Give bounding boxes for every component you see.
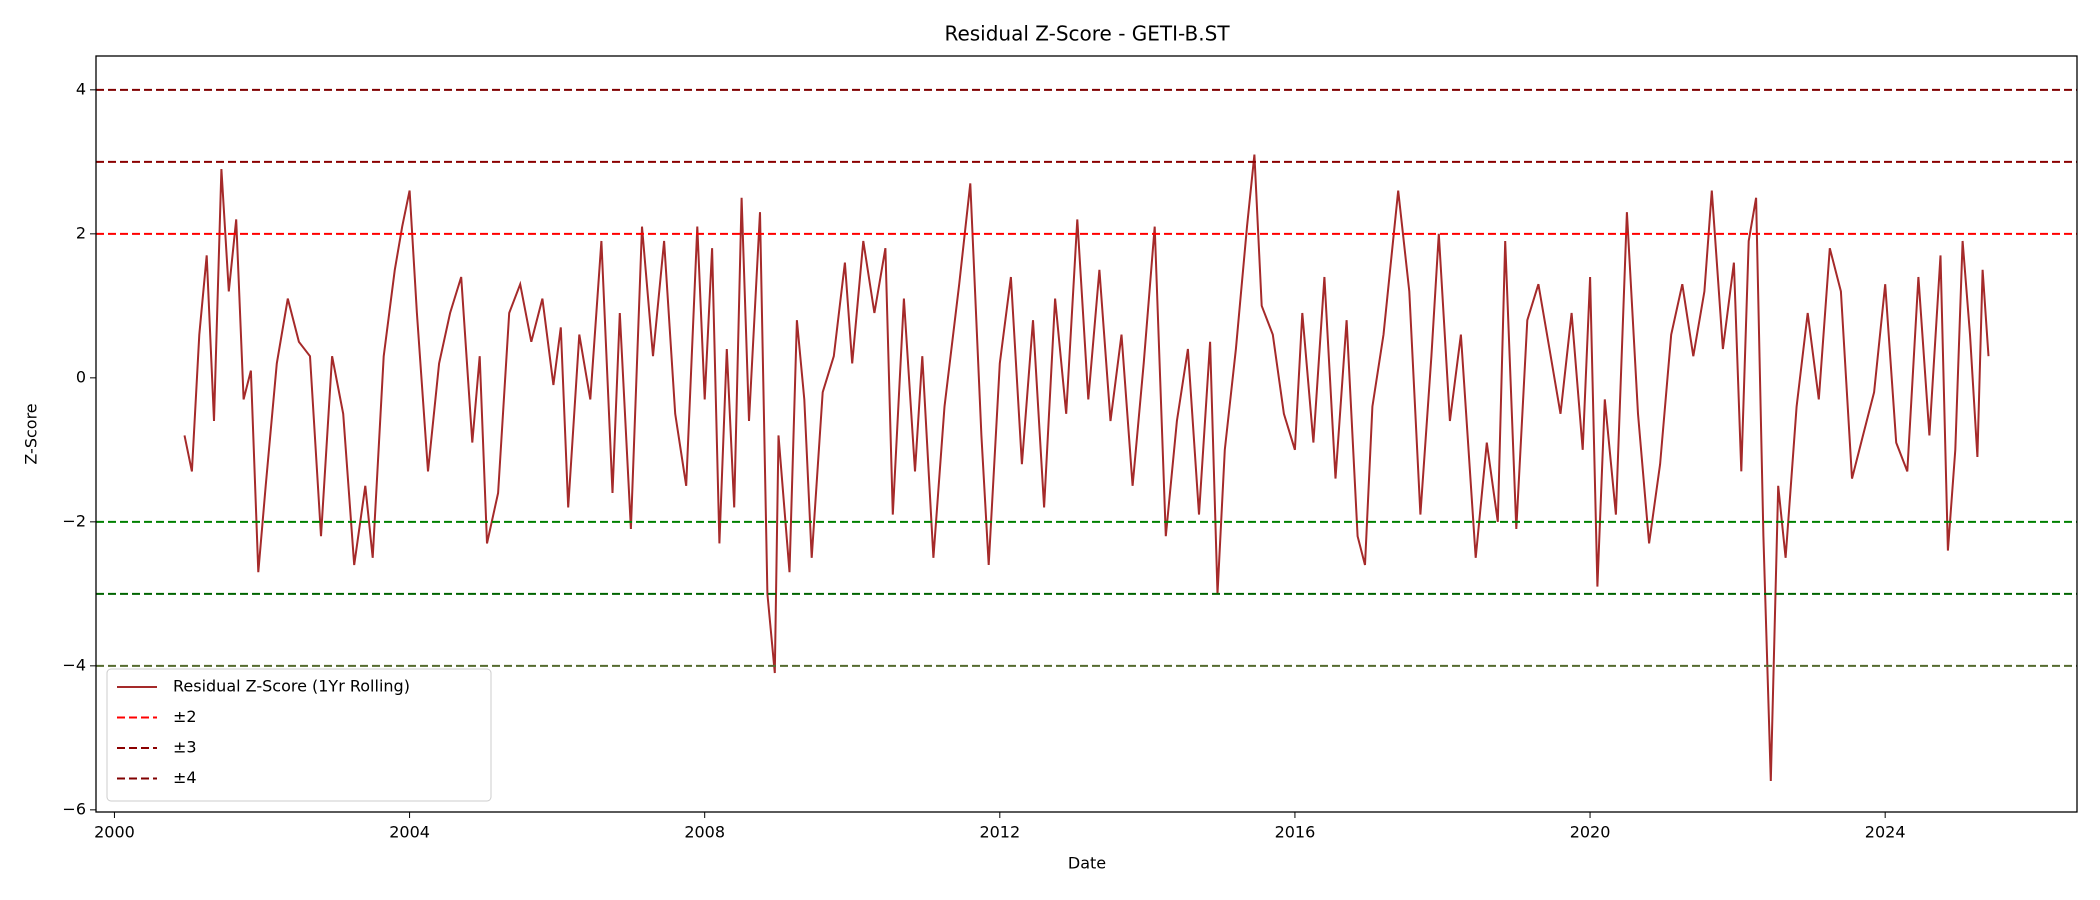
y-tick-label: −4 [62, 655, 86, 674]
x-tick-label: 2012 [979, 823, 1020, 842]
legend-label: ±3 [173, 738, 197, 757]
y-tick-label: −2 [62, 511, 86, 530]
y-tick-label: 4 [76, 79, 86, 98]
legend-box [106, 668, 492, 802]
data-line [183, 154, 1990, 782]
x-tick-label: 2020 [1570, 823, 1611, 842]
y-tick-label: 2 [76, 223, 86, 242]
x-tick-label: 2008 [684, 823, 725, 842]
x-tick-label: 2000 [94, 823, 135, 842]
x-axis-label: Date [1068, 854, 1106, 873]
legend-label: Residual Z-Score (1Yr Rolling) [173, 677, 410, 696]
x-tick-label: 2016 [1275, 823, 1316, 842]
y-tick-label: 0 [76, 367, 86, 386]
y-axis-label: Z-Score [22, 403, 41, 464]
legend-label: ±4 [173, 768, 197, 787]
x-tick-label: 2024 [1865, 823, 1906, 842]
x-tick-label: 2004 [389, 823, 430, 842]
chart-title: Residual Z-Score - GETI-B.ST [944, 22, 1230, 46]
plot-frame [95, 55, 2078, 813]
legend-label: ±2 [173, 707, 197, 726]
y-tick-label: −6 [62, 799, 86, 818]
